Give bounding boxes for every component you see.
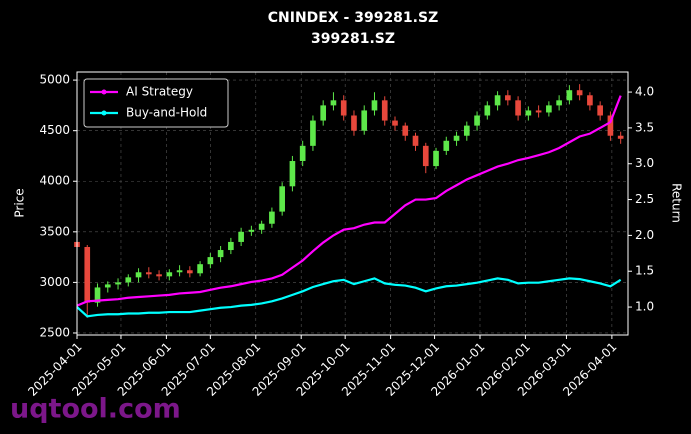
candle-body [176, 270, 183, 273]
y-tick-label: 3500 [39, 224, 70, 238]
plot-frame [76, 71, 629, 336]
candle-body [443, 140, 450, 151]
candle-body [617, 135, 624, 139]
legend-label: Buy-and-Hold [126, 106, 207, 120]
candle-body [453, 135, 460, 141]
candle-body [238, 231, 244, 242]
legend-box [83, 78, 229, 128]
candle-body [556, 100, 562, 106]
candle-body [135, 272, 142, 278]
y2-tick-label: 4.0 [635, 85, 654, 99]
candle-body [381, 100, 388, 121]
legend-marker [101, 89, 107, 95]
candle-body [279, 186, 285, 212]
candle-body [187, 270, 193, 274]
candle-body [587, 95, 593, 106]
y2-tick-label: 1.5 [635, 264, 654, 278]
y2-tick-label: 1.0 [635, 300, 654, 314]
candle-body [320, 105, 327, 121]
candle-body [402, 125, 409, 136]
candle-body [156, 274, 162, 277]
watermark: uqtool.com [10, 394, 181, 425]
candle-body [412, 135, 419, 146]
candle-body [463, 125, 470, 136]
y-tick-label: 2500 [39, 325, 70, 339]
candle-body [433, 150, 439, 167]
candle-body [371, 100, 378, 111]
candle-body [299, 145, 306, 162]
candle-body [361, 110, 368, 131]
candle-body [115, 282, 121, 285]
candle-body [258, 223, 265, 230]
candle-body [422, 145, 429, 167]
candle-body [197, 264, 203, 274]
y2-tick-label: 3.5 [635, 120, 654, 134]
candle-body [217, 250, 224, 258]
candle-body [228, 241, 234, 251]
candle-body [310, 120, 316, 146]
candle-body [145, 272, 152, 275]
y2-tick-label: 2.5 [635, 192, 654, 206]
candle-body [94, 287, 101, 303]
candle-body [566, 90, 573, 101]
legend-label: AI Strategy [126, 85, 193, 99]
candle-body [340, 100, 347, 116]
candle-body [546, 105, 552, 113]
candle-body [351, 115, 357, 131]
y-tick-label: 5000 [39, 73, 70, 87]
y-tick-label: 4000 [39, 174, 70, 188]
candle-body [248, 229, 255, 232]
return-line [76, 277, 622, 318]
candle-body [576, 90, 583, 96]
candle-body [515, 100, 521, 116]
candle-body [104, 284, 111, 288]
candle-body [84, 246, 91, 303]
candle-body [525, 110, 532, 116]
candle-body [474, 115, 480, 126]
candle-body [125, 277, 132, 283]
candle-body [289, 161, 296, 187]
y2-tick-label: 3.0 [635, 156, 654, 170]
candle-body [505, 95, 511, 101]
return-line [76, 95, 622, 307]
candle-body [494, 95, 501, 106]
chart-subtitle: 399281.SZ [311, 31, 395, 47]
candle-body [166, 272, 173, 277]
candle-body [330, 100, 337, 106]
legend-marker [101, 110, 107, 116]
y2-tick-label: 2.0 [635, 228, 654, 242]
candle-body [484, 105, 491, 116]
y-tick-label: 3000 [39, 275, 70, 289]
candle-body [269, 211, 275, 224]
candle-body [535, 110, 542, 113]
y-tick-label: 4500 [39, 123, 70, 137]
candle-body [607, 115, 614, 136]
y2-axis-label: Return [670, 183, 684, 223]
y-axis-label: Price [13, 188, 27, 217]
chart-title: CNINDEX - 399281.SZ [268, 10, 438, 26]
candle-body [207, 257, 214, 265]
candle-body [392, 120, 398, 126]
candle-body [597, 105, 603, 116]
